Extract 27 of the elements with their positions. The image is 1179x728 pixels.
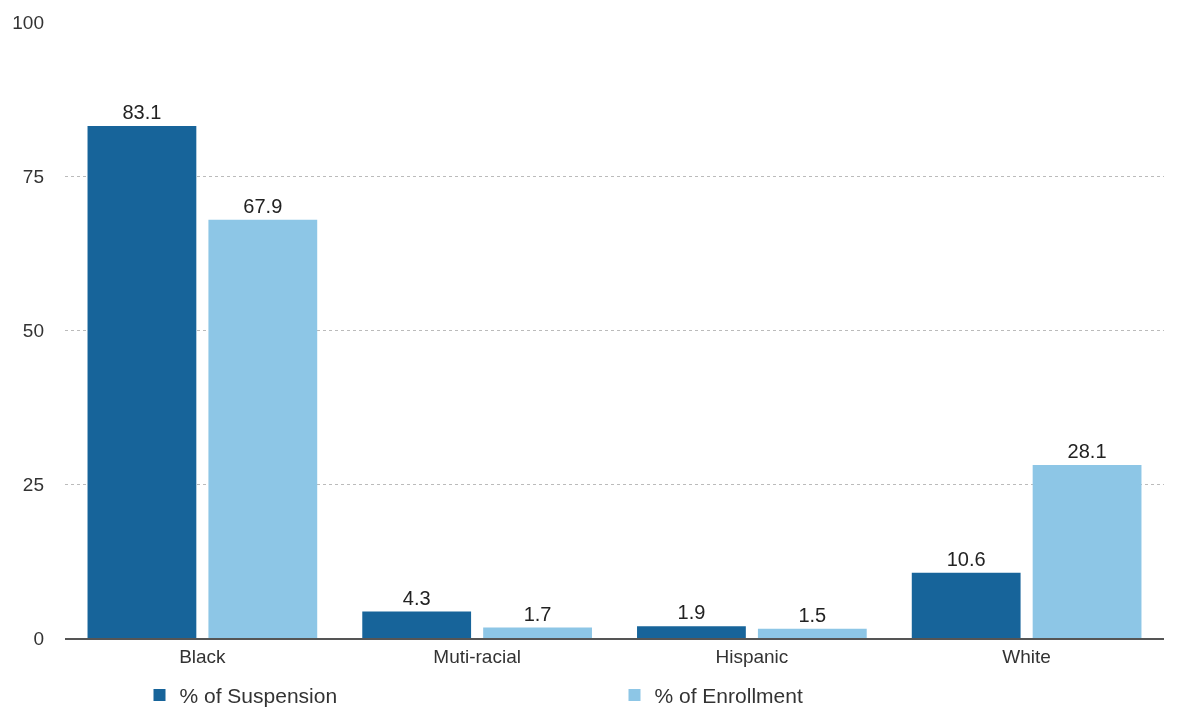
bar bbox=[208, 219, 318, 638]
data-label: 1.5 bbox=[798, 603, 827, 626]
data-label: 10.6 bbox=[946, 547, 986, 570]
y-tick-label: 75 bbox=[22, 165, 44, 187]
y-tick-label: 100 bbox=[12, 11, 44, 33]
y-tick-label: 25 bbox=[22, 473, 44, 495]
y-tick-label: 50 bbox=[22, 319, 44, 341]
legend-label: % of Enrollment bbox=[654, 684, 803, 708]
bar bbox=[1032, 464, 1142, 638]
bar bbox=[637, 626, 746, 638]
legend-label: % of Suspension bbox=[179, 684, 338, 708]
bar bbox=[911, 572, 1021, 638]
y-tick-label: 0 bbox=[33, 627, 44, 649]
data-label: 1.9 bbox=[677, 601, 706, 624]
bar bbox=[483, 627, 592, 638]
data-label: 28.1 bbox=[1067, 439, 1107, 462]
bar bbox=[87, 126, 197, 638]
x-tick-label: Hispanic bbox=[715, 645, 789, 667]
x-tick-label: Muti-racial bbox=[433, 645, 521, 667]
bar bbox=[362, 611, 472, 638]
data-label: 67.9 bbox=[243, 194, 283, 217]
bar bbox=[757, 628, 867, 638]
data-label: 83.1 bbox=[122, 101, 162, 124]
x-tick-label: Black bbox=[179, 645, 227, 667]
data-label: 4.3 bbox=[402, 586, 431, 609]
x-tick-label: White bbox=[1002, 645, 1051, 667]
data-label: 1.7 bbox=[523, 602, 552, 625]
